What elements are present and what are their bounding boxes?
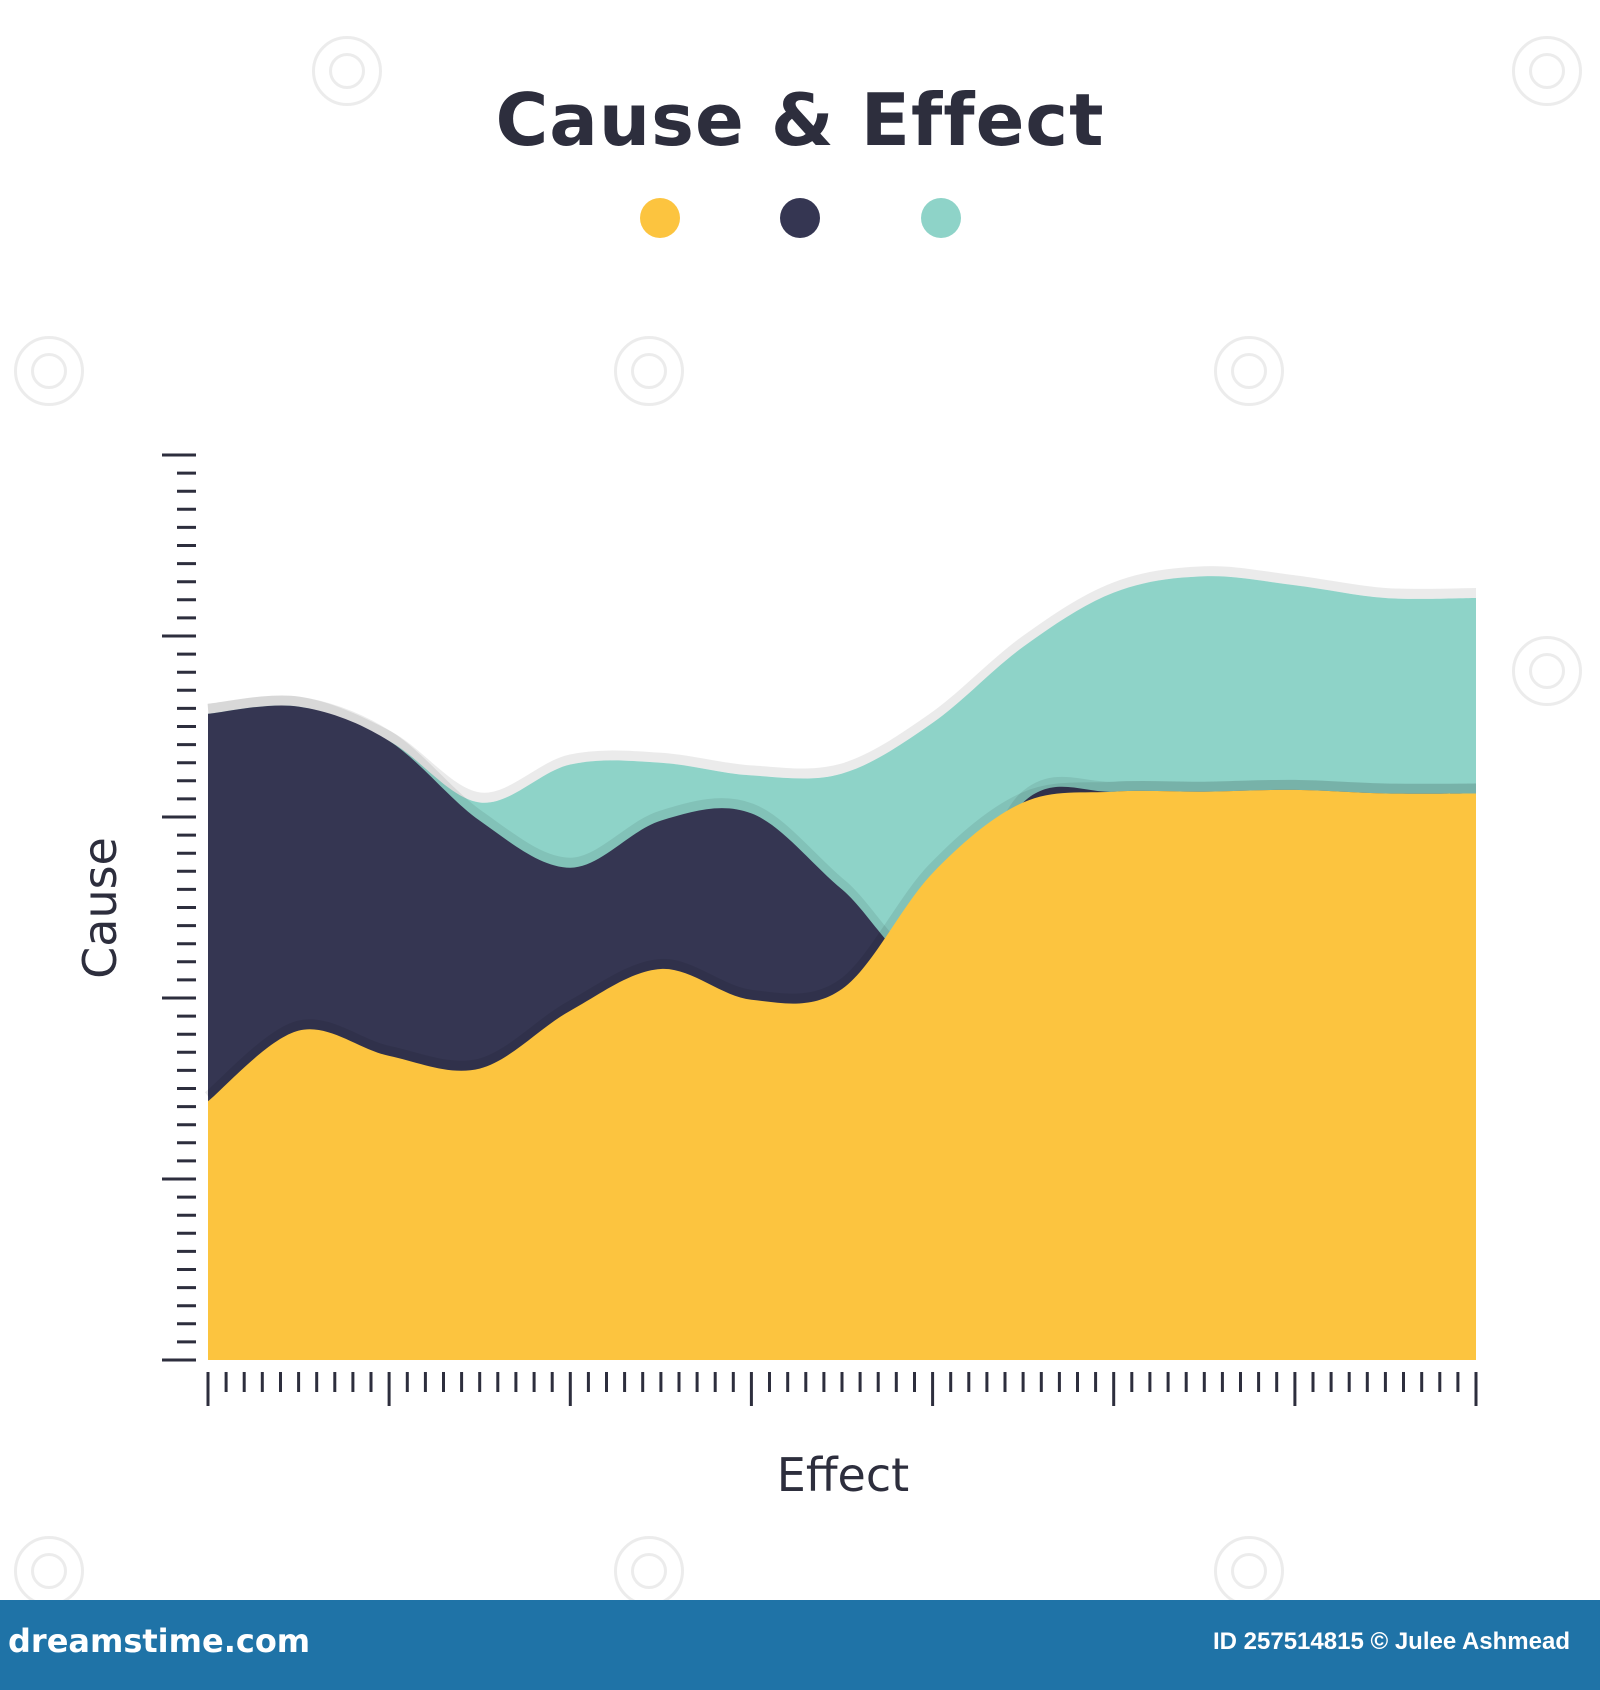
area-navy-edge	[207, 695, 1477, 966]
chart-title: Cause & Effect	[495, 78, 1105, 162]
legend-dot-yellow	[640, 198, 680, 238]
watermark-icon	[1512, 636, 1582, 706]
x-axis-label: Effect	[776, 1448, 910, 1502]
area-yellow-edge	[204, 779, 1477, 1101]
y-axis-label: Cause	[73, 837, 127, 979]
watermark-icon	[1512, 36, 1582, 106]
area-chart	[162, 453, 1478, 1406]
watermark-icon	[1214, 336, 1284, 406]
area-yellow	[208, 789, 1476, 1360]
x-axis-ticks	[206, 1372, 1478, 1406]
watermark-icon	[14, 336, 84, 406]
area-layers	[204, 566, 1477, 1360]
footer-brand[interactable]: dreamstime.com	[8, 1622, 311, 1660]
watermark-icon	[614, 336, 684, 406]
y-axis-ticks	[162, 453, 196, 1362]
legend	[0, 198, 1600, 238]
legend-dot-navy	[780, 198, 820, 238]
footer-credit: ID 257514815 © Julee Ashmead	[1213, 1628, 1570, 1655]
watermark-icon	[312, 36, 382, 106]
legend-dot-teal	[921, 198, 961, 238]
footer-bar: dreamstime.com ID 257514815 © Julee Ashm…	[0, 1600, 1600, 1690]
area-teal-edge	[207, 566, 1477, 803]
